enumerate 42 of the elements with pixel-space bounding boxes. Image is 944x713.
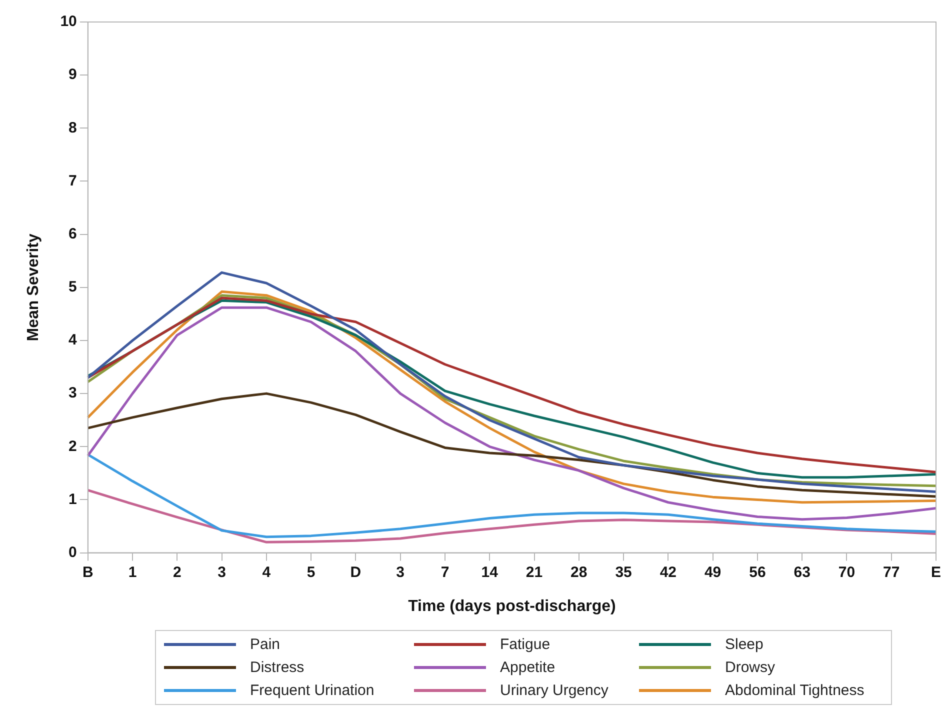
y-tick-label: 1 bbox=[68, 490, 77, 508]
y-tick-label: 3 bbox=[68, 384, 77, 402]
x-tick-label: 63 bbox=[794, 564, 810, 581]
legend-label: Distress bbox=[250, 659, 304, 676]
legend-label: Sleep bbox=[725, 636, 764, 653]
y-tick-label: 9 bbox=[68, 66, 77, 84]
x-tick-label: 5 bbox=[306, 564, 316, 581]
x-tick-label: B bbox=[82, 564, 94, 581]
x-tick-label: 7 bbox=[440, 564, 450, 581]
x-tick-label: 4 bbox=[262, 564, 272, 581]
legend-label: Urinary Urgency bbox=[500, 682, 608, 699]
y-tick-label: 10 bbox=[60, 13, 77, 30]
x-tick-label: 49 bbox=[704, 564, 722, 581]
legend-label: Appetite bbox=[500, 659, 556, 676]
x-tick-label: 3 bbox=[218, 564, 226, 581]
x-tick-label: 21 bbox=[526, 564, 543, 581]
x-tick-label: 14 bbox=[481, 564, 499, 581]
x-tick-label: 42 bbox=[660, 564, 677, 581]
x-tick-label: 35 bbox=[615, 564, 632, 581]
x-tick-label: 77 bbox=[883, 564, 900, 581]
x-tick-label: 70 bbox=[838, 564, 856, 581]
y-tick-label: 6 bbox=[68, 225, 77, 242]
y-tick-label: 2 bbox=[68, 438, 77, 455]
x-axis-title: Time (days post-discharge) bbox=[408, 598, 616, 615]
x-tick-label: 56 bbox=[749, 564, 766, 581]
y-tick-label: 7 bbox=[68, 172, 77, 190]
legend-label: Abdominal Tightness bbox=[725, 682, 864, 699]
x-tick-label: 2 bbox=[172, 564, 182, 581]
x-tick-label: 28 bbox=[570, 564, 588, 581]
x-tick-label: E bbox=[930, 564, 942, 581]
legend-label: Pain bbox=[250, 636, 280, 653]
x-tick-label: D bbox=[350, 564, 362, 581]
x-tick-label: 3 bbox=[396, 564, 405, 581]
legend-label: Frequent Urination bbox=[250, 682, 374, 699]
y-tick-label: 0 bbox=[68, 544, 77, 561]
y-tick-label: 5 bbox=[68, 278, 77, 296]
legend-label: Drowsy bbox=[725, 659, 776, 676]
x-tick-label: 1 bbox=[128, 564, 137, 581]
y-tick-label: 8 bbox=[68, 119, 77, 136]
legend-label: Fatigue bbox=[500, 636, 550, 653]
y-axis-title: Mean Severity bbox=[25, 233, 42, 342]
y-tick-label: 4 bbox=[68, 332, 78, 349]
